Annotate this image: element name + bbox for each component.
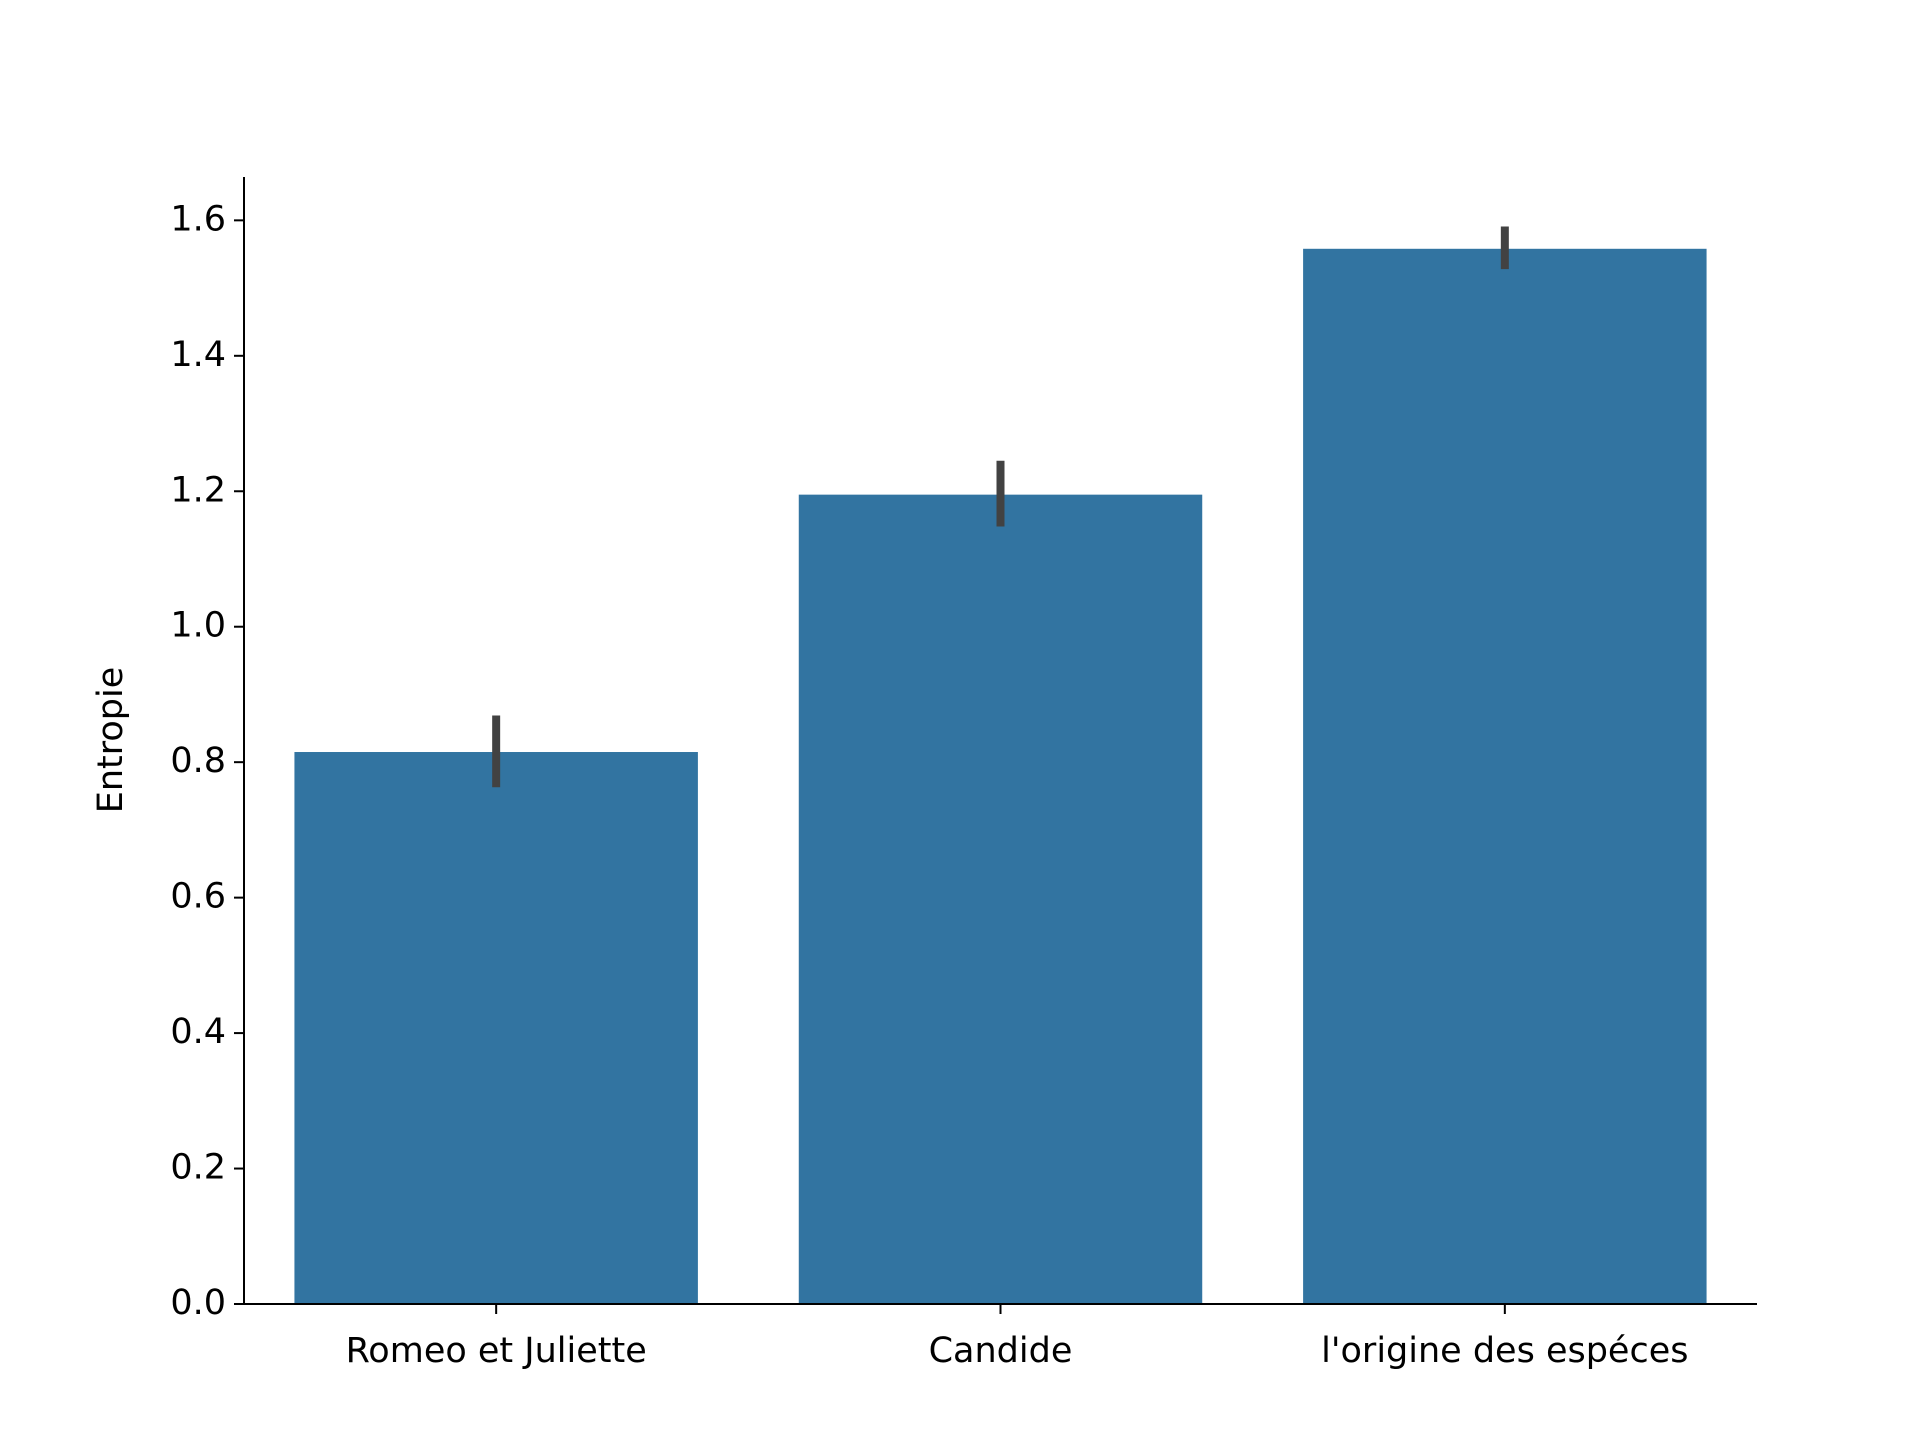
bar [798,494,1203,1305]
y-tick-label: 1.2 [170,470,226,510]
y-tick-label: 0.0 [170,1283,226,1323]
y-tick-label: 0.4 [170,1012,226,1052]
x-tick-label: Romeo et Juliette [346,1331,647,1371]
y-tick-label: 0.2 [170,1148,226,1188]
bar [294,752,698,1304]
x-tick-label: l'origine des espéces [1321,1331,1688,1371]
x-tick-label: Candide [929,1331,1073,1371]
y-tick-label: 1.0 [170,606,226,646]
y-tick-label: 0.6 [170,877,226,917]
y-tick-label: 1.4 [170,335,226,375]
y-tick-label: 0.8 [170,741,226,781]
bar [1303,248,1707,1304]
y-tick-label: 1.6 [170,199,226,239]
y-axis-label: Entropie [91,667,131,814]
